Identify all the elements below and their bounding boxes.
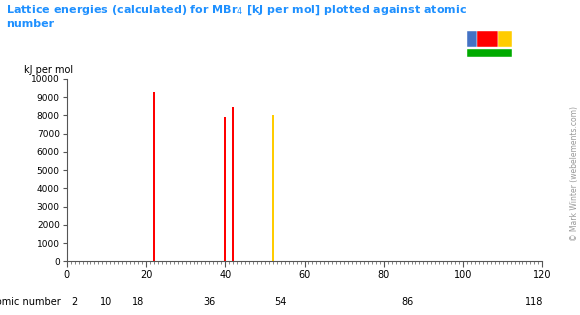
- Bar: [272, 116, 274, 261]
- Bar: [224, 117, 226, 261]
- Text: 54: 54: [274, 297, 287, 307]
- Text: kJ per mol: kJ per mol: [24, 65, 73, 75]
- Text: Lattice energies (calculated) for MBr$_{4}$ [kJ per mol] plotted against atomic
: Lattice energies (calculated) for MBr$_{…: [6, 3, 467, 29]
- Text: atomic number: atomic number: [0, 297, 61, 307]
- Text: 10: 10: [100, 297, 113, 307]
- Text: 86: 86: [401, 297, 414, 307]
- Text: 36: 36: [203, 297, 216, 307]
- Text: © Mark Winter (webelements.com): © Mark Winter (webelements.com): [570, 106, 579, 241]
- Text: 18: 18: [132, 297, 144, 307]
- Text: 118: 118: [525, 297, 543, 307]
- Bar: [232, 106, 234, 261]
- Text: 2: 2: [71, 297, 78, 307]
- Bar: [153, 92, 155, 261]
